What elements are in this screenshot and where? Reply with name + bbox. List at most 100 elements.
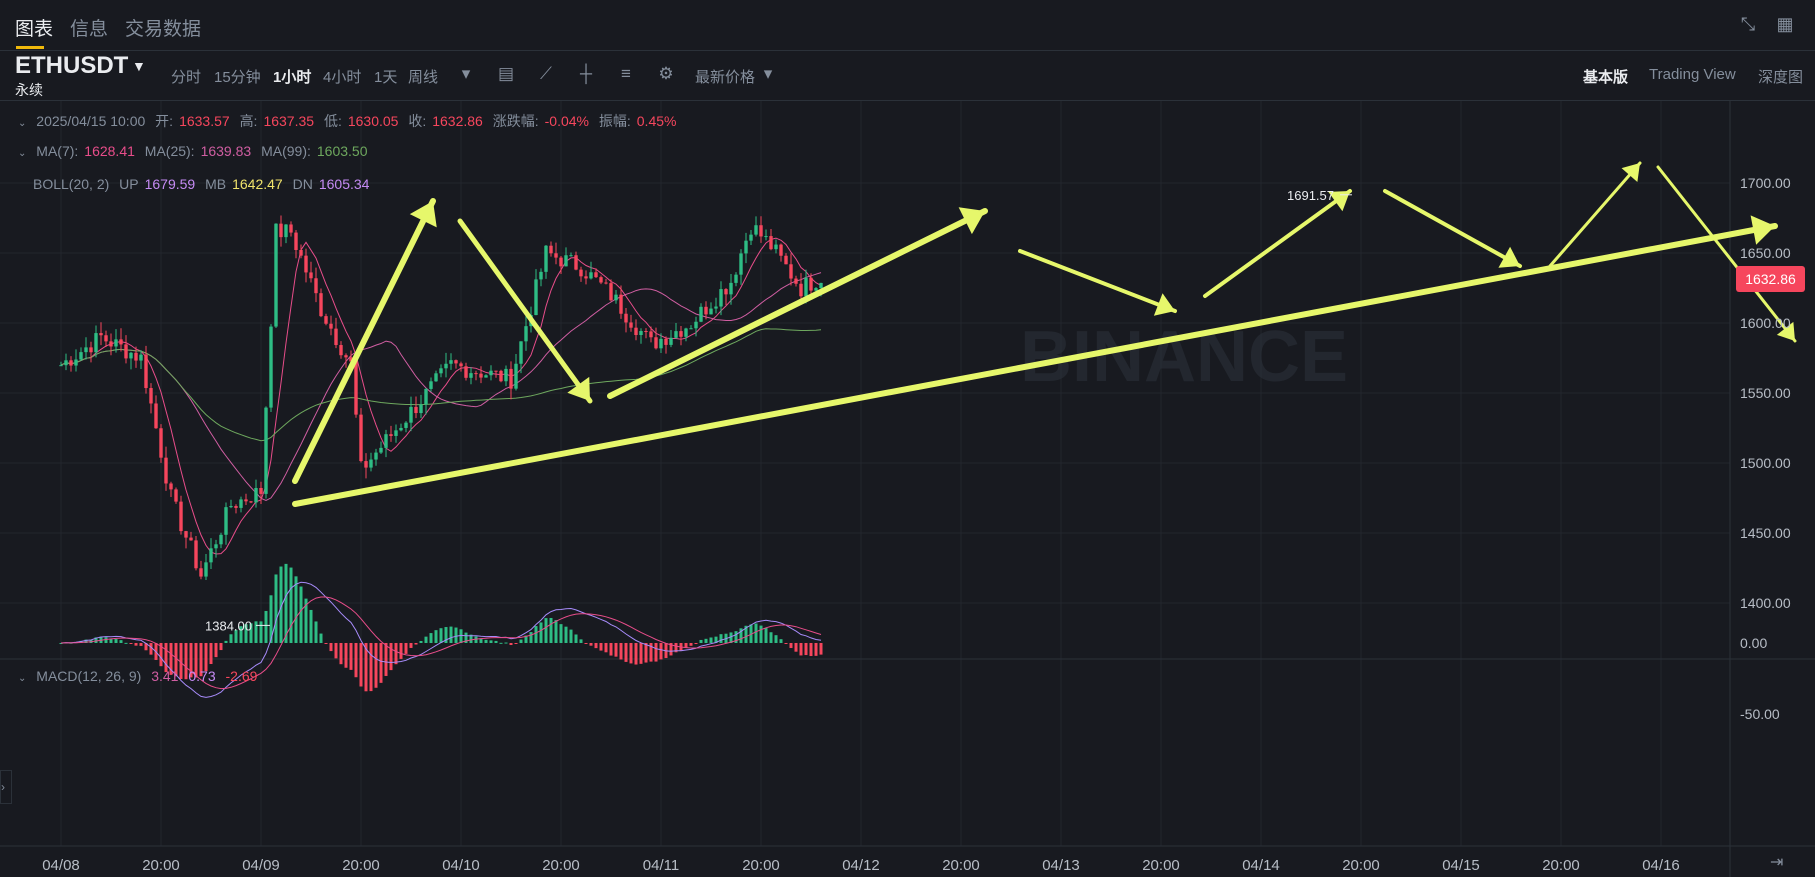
macd-hist-up: [124, 642, 128, 644]
arrow-retest: [1383, 189, 1522, 268]
interval-1h[interactable]: 1小时: [273, 69, 312, 86]
candle-down: [309, 272, 313, 279]
candle-up: [689, 328, 693, 330]
symbol-dropdown-icon[interactable]: ▼: [132, 58, 146, 74]
macd-hist-down: [209, 643, 213, 665]
macd-hist-up: [84, 639, 88, 643]
more-intervals-icon[interactable]: ▾: [461, 64, 471, 83]
tab-trading-data[interactable]: 交易数据: [125, 19, 202, 40]
candle-up: [814, 288, 818, 291]
price-tick-label: 1450.00: [1740, 525, 1791, 541]
candle-up: [699, 306, 703, 322]
tab-chart[interactable]: 图表: [15, 19, 54, 40]
macd-hist-up: [554, 620, 558, 643]
collapse-chevron-icon[interactable]: ⌄: [18, 148, 27, 159]
candle-down: [479, 373, 483, 378]
macd-hist-up: [259, 621, 263, 643]
interval-1d[interactable]: 1天: [374, 69, 398, 86]
ohlc-legend: ⌄ 2025/04/15 10:00 开: 1633.57 高: 1637.35 低…: [18, 111, 682, 131]
legend-macd-dea: 0.73: [188, 668, 216, 684]
legend-macd-dif: 3.41: [151, 668, 179, 684]
candle-up: [694, 321, 698, 329]
macd-hist-down: [214, 643, 218, 658]
candle-down: [69, 360, 73, 366]
macd-hist-down: [174, 643, 178, 677]
candle-down: [99, 333, 103, 336]
chart-canvas[interactable]: BINANCE 1700.001650.001600.001550.001500…: [0, 101, 1815, 877]
time-tick-label: 20:00: [542, 857, 580, 874]
macd-hist-down: [404, 643, 408, 654]
macd-hist-down: [204, 643, 208, 672]
price-type-chevron-icon[interactable]: ▾: [763, 64, 773, 83]
time-tick-label: 04/11: [643, 857, 679, 874]
settings-gear-icon[interactable]: ⚙: [658, 64, 674, 83]
price-axis: 1700.00 1650.00 1600.00 1550.00 1500.00 1450.…: [1740, 175, 1791, 722]
collapse-chevron-icon[interactable]: ⌄: [18, 118, 27, 129]
candle-down: [809, 277, 813, 291]
calendar-icon[interactable]: ▤: [497, 64, 515, 83]
arrow-rally-head: [409, 201, 437, 228]
view-depth[interactable]: 深度图: [1758, 69, 1804, 86]
collapse-chevron-icon[interactable]: ⌄: [18, 673, 27, 684]
collapse-icon[interactable]: ⤡: [1740, 14, 1756, 34]
candle-up: [239, 499, 243, 508]
macd-hist-up: [469, 634, 473, 643]
layout-grid-icon[interactable]: ▦: [1776, 14, 1794, 34]
macd-hist-down: [389, 643, 393, 671]
candle-down: [354, 361, 358, 415]
candle-down: [454, 360, 458, 364]
macd-hist-up: [109, 638, 113, 643]
ma7-line: [60, 237, 822, 555]
arrow-drop-head: [567, 376, 590, 401]
expand-panel-icon[interactable]: ›: [0, 770, 12, 804]
view-basic[interactable]: 基本版: [1583, 69, 1629, 86]
candle-down: [464, 366, 468, 378]
candle-down: [704, 306, 708, 315]
macd-hist-down: [354, 643, 358, 678]
arrow-pullback: [1018, 249, 1177, 313]
interval-15m[interactable]: 15分钟: [214, 69, 261, 86]
macd-hist-up: [444, 627, 448, 643]
candle-up: [674, 331, 678, 338]
candle-up: [449, 360, 453, 364]
drawing-tools-icon[interactable]: ≡: [621, 64, 631, 83]
candle-down: [459, 363, 463, 367]
macd-hist-up: [754, 623, 758, 643]
interval-timeline[interactable]: 分时: [171, 69, 202, 86]
candle-up: [274, 223, 278, 327]
macd-hist-up: [564, 626, 568, 643]
macd-hist-up: [709, 637, 713, 643]
candle-type-icon[interactable]: ┼: [579, 64, 593, 83]
time-tick-label: 04/16: [1642, 857, 1680, 874]
candle-up: [379, 447, 383, 453]
macd-hist-down: [589, 643, 593, 646]
time-tick-label: 04/14: [1242, 857, 1280, 874]
macd-hist-down: [784, 643, 788, 644]
candle-up: [374, 452, 378, 460]
macd-hist-up: [494, 640, 498, 643]
candle-down: [784, 255, 788, 265]
candle-down: [324, 316, 328, 324]
view-tradingview[interactable]: Trading View: [1649, 66, 1736, 83]
candle-down: [329, 323, 333, 329]
indicator-icon[interactable]: ⟋: [540, 64, 552, 83]
macd-hist-up: [749, 624, 753, 643]
macd-hist-up: [429, 633, 433, 643]
price-type-select[interactable]: 最新价格: [695, 69, 756, 86]
macd-hist-down: [164, 643, 168, 673]
time-axis: 04/08 20:00 04/09 20:00 04/10 20:00 04/11 20:00…: [42, 857, 1680, 874]
reset-scale-icon[interactable]: ⇥: [1770, 854, 1784, 871]
candle-down: [624, 313, 628, 323]
macd-hist-down: [659, 643, 663, 660]
interval-4h[interactable]: 4小时: [323, 69, 362, 86]
candle-up: [714, 306, 718, 309]
legend-boll-mb: 1642.47: [232, 176, 283, 192]
interval-1w[interactable]: 周线: [408, 69, 439, 86]
macd-hist-down: [819, 643, 823, 655]
tab-info[interactable]: 信息: [70, 19, 109, 40]
macd-tick-label: -50.00: [1740, 706, 1780, 722]
symbol-name[interactable]: ETHUSDT: [15, 52, 129, 79]
candle-up: [59, 365, 63, 367]
macd-hist-up: [759, 625, 763, 643]
candle-down: [584, 276, 588, 279]
